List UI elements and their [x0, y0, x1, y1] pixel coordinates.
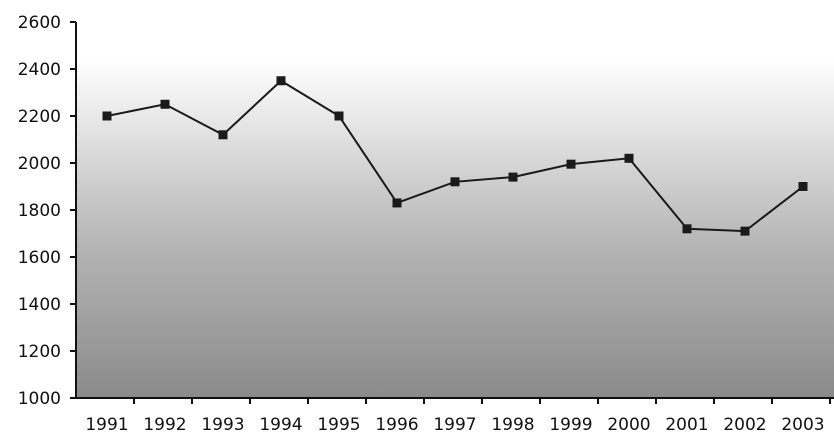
y-tick-label: 2200 [18, 107, 61, 127]
plot-area-background [76, 60, 834, 398]
y-tick-label: 1000 [18, 389, 61, 409]
data-point-marker [450, 177, 460, 187]
data-point-marker [566, 159, 576, 169]
data-point-marker [624, 153, 634, 163]
data-point-marker [334, 111, 344, 121]
data-point-marker [508, 172, 518, 182]
x-tick-label: 1995 [317, 415, 360, 435]
data-point-marker [218, 130, 228, 140]
data-point-marker [682, 224, 692, 234]
x-tick-label: 1997 [433, 415, 476, 435]
y-axis: 1000 1200 1400 1600 1800 2000 2200 2400 2600 [18, 13, 77, 409]
data-point-marker [740, 226, 750, 236]
x-tick-label: 1992 [143, 415, 186, 435]
data-point-marker [392, 198, 402, 208]
x-tick-label: 2002 [723, 415, 766, 435]
data-point-marker [798, 182, 808, 191]
y-tick-label: 2600 [18, 13, 61, 33]
y-tick-label: 2000 [18, 154, 61, 174]
y-tick-label: 1600 [18, 248, 61, 268]
x-tick-label: 1998 [491, 415, 534, 435]
x-tick-label: 2003 [781, 415, 824, 435]
x-tick-label: 1993 [201, 415, 244, 435]
y-tick-label: 2400 [18, 60, 61, 80]
x-tick-label: 1994 [259, 415, 302, 435]
x-tick-label: 1996 [375, 415, 418, 435]
data-point-marker [160, 99, 170, 109]
x-tick-label: 1999 [549, 415, 592, 435]
x-axis: 1991 1992 1993 1994 1995 1996 1997 1998 1999 2000… [76, 397, 834, 435]
y-tick-label: 1200 [18, 342, 61, 362]
x-tick-label: 2001 [665, 415, 708, 435]
series [102, 76, 808, 236]
data-point-marker [102, 111, 112, 121]
data-point-marker [276, 76, 286, 86]
y-tick-label: 1400 [18, 295, 61, 315]
x-tick-label: 2000 [607, 415, 650, 435]
x-tick-label: 1991 [85, 415, 128, 435]
y-tick-label: 1800 [18, 201, 61, 221]
